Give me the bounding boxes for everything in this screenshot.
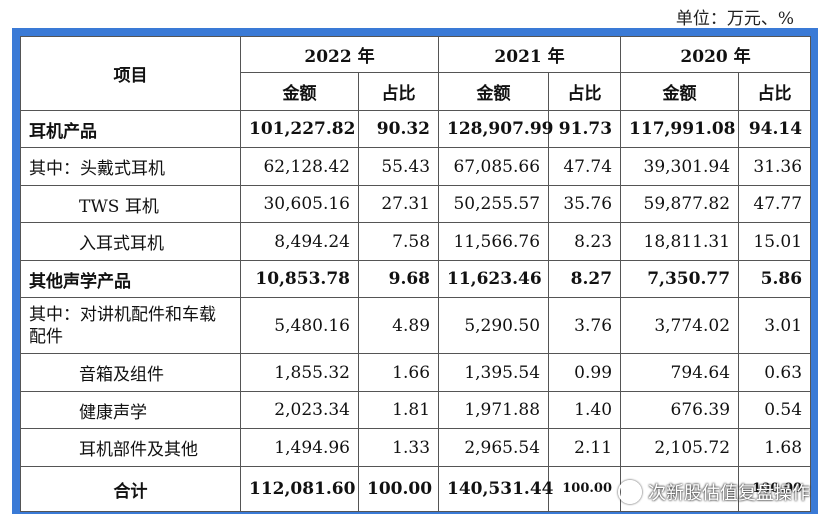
cell: 94.14 <box>738 110 812 148</box>
cell: 55.43 <box>357 147 440 186</box>
revenue-table: 项目 2022 年 2021 年 2020 年 金额 占比 金额 占比 金额 占… <box>20 36 812 512</box>
row-label: 合计 <box>20 466 241 512</box>
cell: 5,290.50 <box>438 297 550 354</box>
header-amount: 金额 <box>240 72 359 111</box>
cell: 128,907.99 <box>438 110 553 148</box>
cell: 2.11 <box>548 428 622 467</box>
cell: 8.27 <box>548 260 622 298</box>
cell: 0.99 <box>548 353 622 392</box>
cell: 1,971.88 <box>438 391 550 429</box>
watermark-text: 次新股估值复盘操作 <box>648 483 810 504</box>
cell: 11,623.46 <box>438 260 550 298</box>
cell: 3,774.02 <box>620 297 740 354</box>
cell: 117,991.08 <box>620 110 740 148</box>
cell: 62,128.42 <box>240 147 359 186</box>
cell: 35.76 <box>548 185 622 223</box>
table-row: 其他声学产品 10,853.78 9.68 11,623.46 8.27 7,3… <box>20 260 812 298</box>
cell: 7,350.77 <box>620 260 740 298</box>
cell: 794.64 <box>620 353 740 392</box>
table-row: 其中：对讲机配件和车载配件 5,480.16 4.89 5,290.50 3.7… <box>20 297 812 354</box>
table-row: 入耳式耳机 8,494.24 7.58 11,566.76 8.23 18,81… <box>20 222 812 261</box>
cell: 7.58 <box>357 222 440 261</box>
row-label: 音箱及组件 <box>20 353 241 392</box>
header-ratio: 占比 <box>738 72 812 111</box>
cell: 8,494.24 <box>240 222 359 261</box>
table-row: 其中：头戴式耳机 62,128.42 55.43 67,085.66 47.74… <box>20 147 812 186</box>
row-label: 入耳式耳机 <box>20 222 241 261</box>
cell: 10,853.78 <box>240 260 359 298</box>
cell: 39,301.94 <box>620 147 740 186</box>
cell: 47.74 <box>548 147 622 186</box>
cell: 18,811.31 <box>620 222 740 261</box>
header-ratio: 占比 <box>357 72 440 111</box>
cell: 5.86 <box>738 260 812 298</box>
cell: 1,395.54 <box>438 353 550 392</box>
cell: 4.89 <box>357 297 440 354</box>
cell: 112,081.60 <box>240 466 359 512</box>
cell: 3.01 <box>738 297 812 354</box>
cell: 1.68 <box>738 428 812 467</box>
unit-label: 单位：万元、% <box>675 9 794 29</box>
cell: 1.81 <box>357 391 440 429</box>
cell: 100.00 <box>357 466 440 512</box>
cell: 5,480.16 <box>240 297 359 354</box>
cell: 11,566.76 <box>438 222 550 261</box>
cell: 1,494.96 <box>240 428 359 467</box>
table-row: 健康声学 2,023.34 1.81 1,971.88 1.40 676.39 … <box>20 391 812 429</box>
header-year-2020: 2020 年 <box>620 36 812 73</box>
cell: 676.39 <box>620 391 740 429</box>
row-label: 其中：头戴式耳机 <box>20 147 241 186</box>
header-amount: 金额 <box>620 72 740 111</box>
row-label: 耳机产品 <box>20 110 241 148</box>
cell: 47.77 <box>738 185 812 223</box>
wechat-logo-icon <box>618 480 642 504</box>
row-label: TWS 耳机 <box>20 185 241 223</box>
cell: 8.23 <box>548 222 622 261</box>
cell: 15.01 <box>738 222 812 261</box>
table-row: 音箱及组件 1,855.32 1.66 1,395.54 0.99 794.64… <box>20 353 812 392</box>
cell: 0.63 <box>738 353 812 392</box>
cell: 1,855.32 <box>240 353 359 392</box>
cell: 101,227.82 <box>240 110 359 148</box>
row-label: 其他声学产品 <box>20 260 241 298</box>
cell: 30,605.16 <box>240 185 359 223</box>
cell: 2,105.72 <box>620 428 740 467</box>
table-row: 合计 112,081.60 100.00 140,531.44 100.00 1… <box>20 466 812 512</box>
cell: 91.73 <box>548 110 622 148</box>
cell: 0.54 <box>738 391 812 429</box>
cell: 2,023.34 <box>240 391 359 429</box>
watermark: 次新股估值复盘操作 <box>618 479 810 505</box>
cell: 100.00 <box>548 466 622 512</box>
row-label: 耳机部件及其他 <box>20 428 241 467</box>
cell: 1.33 <box>357 428 440 467</box>
cell: 2,965.54 <box>438 428 550 467</box>
header-amount: 金额 <box>438 72 550 111</box>
cell: 100.00 <box>738 466 812 512</box>
header-item: 项目 <box>20 36 241 111</box>
cell: 3.76 <box>548 297 622 354</box>
cell: 50,255.57 <box>438 185 550 223</box>
table-row: 耳机产品 101,227.82 90.32 128,907.99 91.73 1… <box>20 110 812 148</box>
table-row: TWS 耳机 30,605.16 27.31 50,255.57 35.76 5… <box>20 185 812 223</box>
cell: 9.68 <box>357 260 440 298</box>
row-label: 健康声学 <box>20 391 241 429</box>
row-label: 其中：对讲机配件和车载配件 <box>20 297 241 354</box>
cell: 1.40 <box>548 391 622 429</box>
cell: 67,085.66 <box>438 147 550 186</box>
cell: 1.66 <box>357 353 440 392</box>
cell: 140,531.44 <box>438 466 553 512</box>
table-row: 耳机部件及其他 1,494.96 1.33 2,965.54 2.11 2,10… <box>20 428 812 467</box>
header-year-2022: 2022 年 <box>239 36 440 73</box>
header-ratio: 占比 <box>548 72 622 111</box>
cell: 31.36 <box>738 147 812 186</box>
cell: 27.31 <box>357 185 440 223</box>
cell: 59,877.82 <box>620 185 740 223</box>
cell: 90.32 <box>357 110 440 148</box>
header-year-2021: 2021 年 <box>438 36 622 73</box>
